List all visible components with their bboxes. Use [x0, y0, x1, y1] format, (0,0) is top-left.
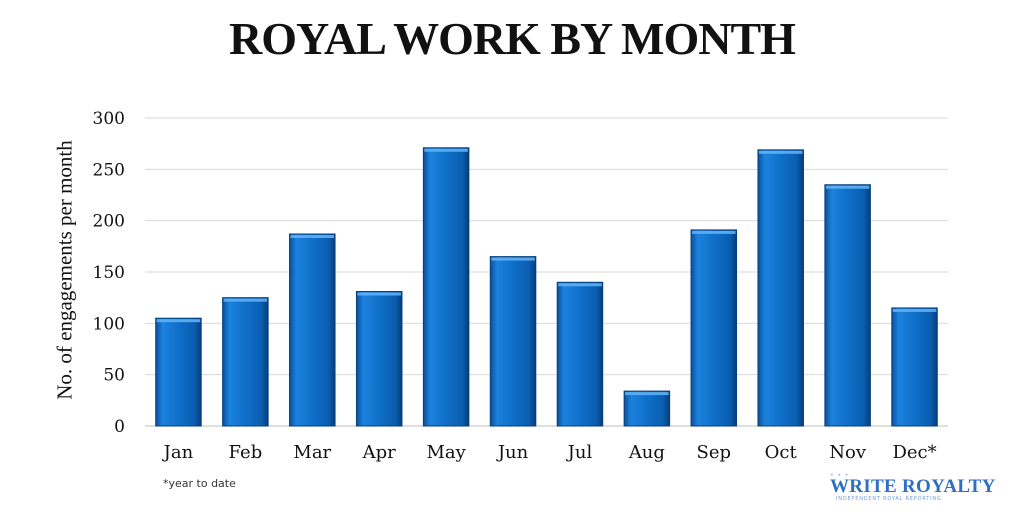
footnote: *year to date — [163, 477, 236, 490]
x-tick-label: Jan — [162, 442, 194, 463]
x-tick-labels: Jan Feb Mar Apr May Jun Jul Aug Sep Oct Nov Dec* — [162, 442, 937, 463]
logo-tagline: INDEPENDENT ROYAL REPORTING — [836, 496, 942, 502]
y-tick-label: 0 — [114, 417, 125, 437]
bar — [422, 147, 470, 427]
bar — [623, 390, 671, 427]
x-tick-label: Feb — [229, 442, 263, 463]
gridlines — [145, 117, 948, 427]
x-tick-label: Jun — [496, 442, 529, 463]
x-tick-label: Nov — [829, 442, 867, 463]
y-tick-label: 50 — [103, 366, 125, 386]
bar — [690, 229, 738, 427]
bar — [757, 149, 804, 427]
x-tick-label: Dec* — [892, 442, 936, 463]
x-tick-label: May — [426, 442, 466, 463]
bar — [556, 281, 604, 427]
bars — [155, 147, 938, 427]
y-tick-labels: 0 50 100 150 200 250 300 — [93, 109, 125, 437]
x-tick-label: Oct — [765, 442, 798, 463]
write-royalty-logo: • • • WRITE ROYALTY INDEPENDENT ROYAL RE… — [828, 470, 995, 504]
bar — [222, 297, 269, 427]
y-tick-label: 300 — [93, 109, 125, 129]
x-tick-label: Sep — [697, 442, 732, 463]
x-tick-label: Jul — [566, 442, 593, 463]
x-tick-label: Apr — [362, 442, 397, 463]
logo-dots: • • • — [830, 472, 850, 479]
bar — [355, 291, 403, 427]
x-tick-label: Mar — [293, 442, 331, 463]
bar — [155, 317, 202, 427]
y-tick-label: 100 — [93, 314, 125, 334]
bar — [824, 184, 871, 427]
logo-text: WRITE ROYALTY — [830, 476, 996, 497]
y-tick-label: 250 — [93, 160, 125, 180]
bar — [289, 233, 336, 427]
y-tick-label: 150 — [93, 263, 125, 283]
x-tick-label: Aug — [628, 442, 665, 463]
bar — [489, 256, 537, 427]
y-tick-label: 200 — [93, 212, 125, 232]
chart-title: ROYAL WORK BY MONTH — [229, 13, 796, 64]
bar — [891, 307, 938, 427]
